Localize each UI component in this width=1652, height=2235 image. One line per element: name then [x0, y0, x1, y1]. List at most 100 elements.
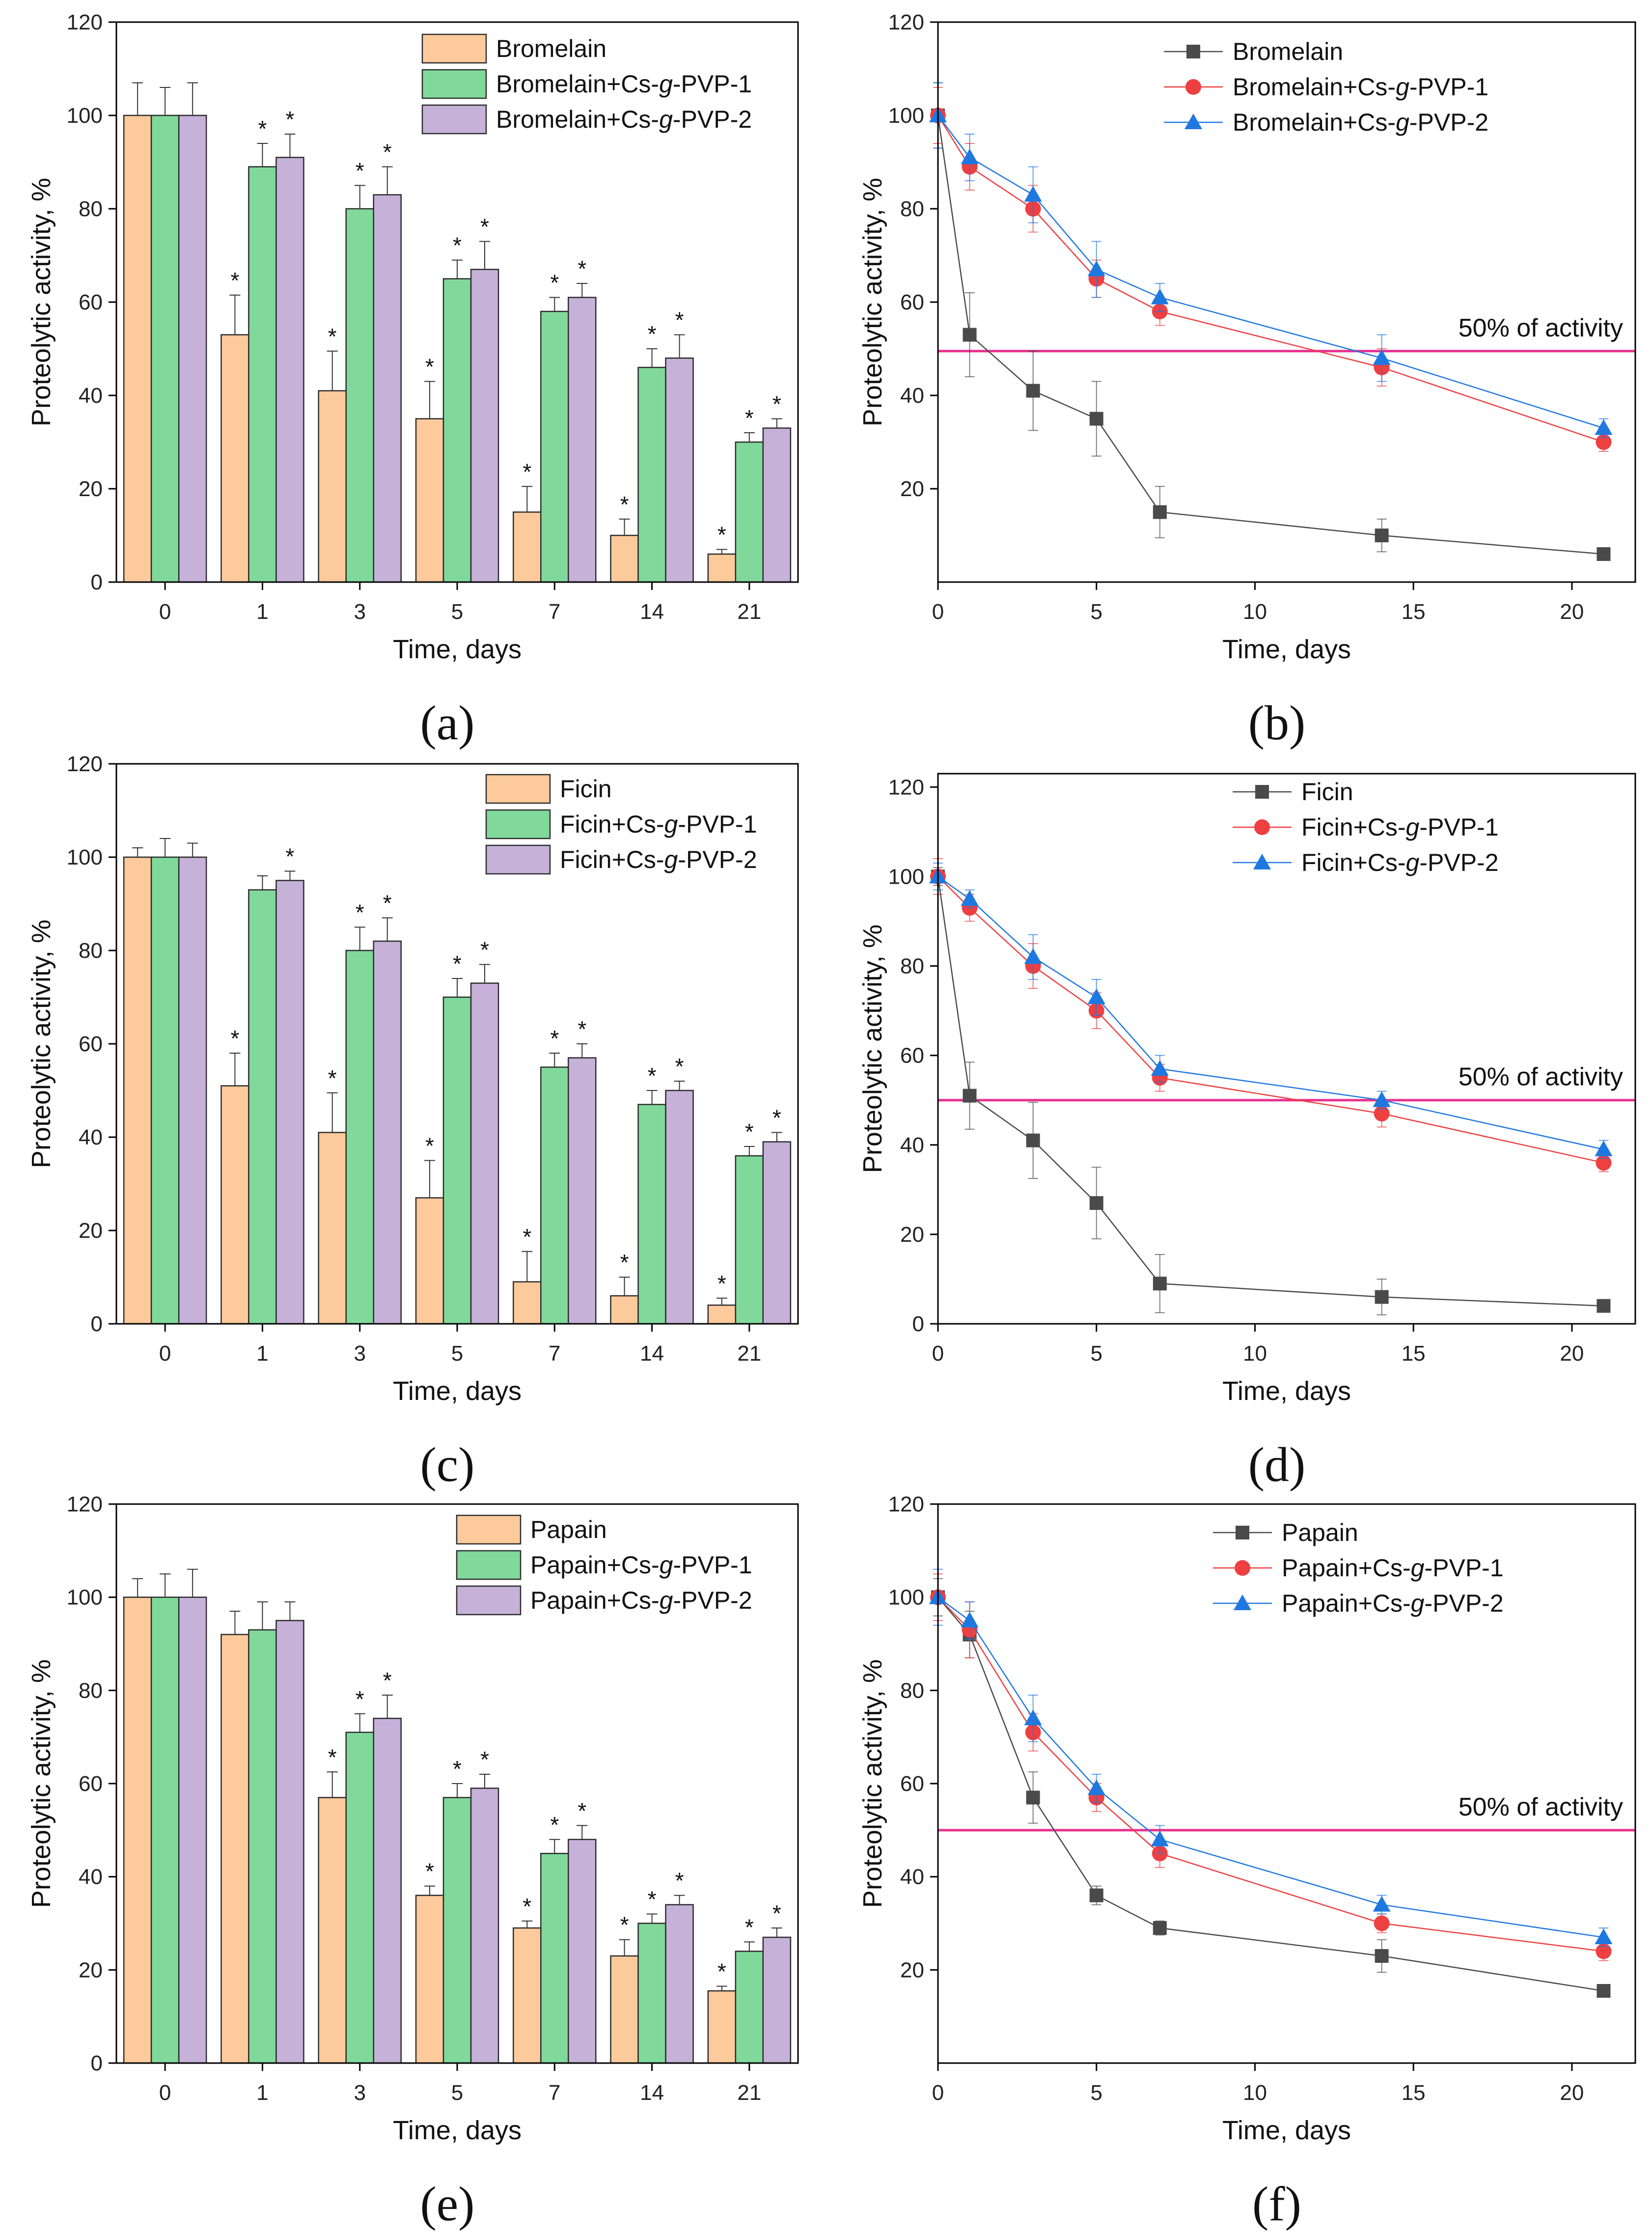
series-line: [937, 1596, 1604, 1938]
x-tick-label: 0: [932, 2081, 944, 2105]
significance-star: *: [717, 522, 726, 548]
y-tick-label: 80: [79, 939, 103, 963]
y-axis-title: Proteolytic activity, %: [27, 920, 56, 1168]
bar: [665, 1904, 694, 2064]
panel-c: 0 20 40 60 80 100 120 0 1 * * 3 * * * 5 * * * 7 * * * 14 * * * 21 * *…: [27, 752, 799, 1492]
bar: [345, 950, 374, 1325]
data-point: [1089, 412, 1103, 426]
bar: [275, 157, 304, 583]
bar: [345, 208, 374, 583]
plot-frame: [937, 21, 1636, 583]
threshold-label: 50% of activity: [1459, 314, 1623, 342]
series-line: [937, 1596, 1604, 1952]
data-point: [1151, 1830, 1169, 1846]
significance-star: *: [383, 891, 392, 916]
significance-star: *: [425, 1859, 434, 1884]
y-tick-label: 100: [67, 1586, 103, 1610]
panel-label: (f): [1252, 2177, 1301, 2231]
significance-star: *: [480, 214, 489, 240]
data-point: [1374, 1106, 1390, 1122]
significance-star: *: [230, 1026, 239, 1051]
legend-label: Bromelain+Cs-g-PVP-1: [496, 70, 752, 98]
y-tick-label: 120: [67, 10, 103, 34]
y-tick-label: 120: [67, 752, 103, 776]
data-point: [1595, 419, 1613, 435]
significance-star: *: [648, 1063, 657, 1089]
significance-star: *: [383, 140, 392, 165]
threshold-label: 50% of activity: [1459, 1063, 1623, 1091]
significance-star: *: [453, 1756, 462, 1782]
panel-f: 20 40 60 80 100 120 0 5 10 15 20 50% of activity Tim…: [858, 1492, 1636, 2231]
bar: [442, 1797, 472, 2064]
bar: [568, 1839, 597, 2064]
y-tick-label: 60: [900, 290, 924, 314]
bar: [442, 278, 472, 583]
bar: [707, 1304, 737, 1325]
y-tick-label: 80: [900, 1678, 924, 1703]
bar: [762, 1141, 792, 1325]
legend-label: Papain+Cs-g-PVP-1: [1282, 1554, 1504, 1582]
significance-star: *: [230, 268, 239, 293]
data-point: [1087, 988, 1105, 1005]
panel-label: (c): [420, 1437, 475, 1492]
panel-label: (a): [420, 696, 475, 750]
bar: [150, 1596, 180, 2064]
x-tick-label: 21: [737, 2081, 761, 2105]
panel-a: 0 20 40 60 80 100 120 0 1 * * * 3 * * * 5 * * * 7 * * * 14 * * * 21 *…: [27, 10, 799, 750]
x-tick-label: 15: [1402, 1341, 1426, 1366]
plot-frame: [115, 1503, 799, 2064]
bar: [735, 1155, 764, 1325]
bar: [248, 1629, 277, 2064]
legend-label: Bromelain+Cs-g-PVP-2: [1233, 109, 1488, 136]
significance-star: *: [328, 324, 337, 349]
legend-swatch: [456, 1550, 522, 1580]
bar: [150, 114, 180, 583]
y-tick-label: 100: [888, 865, 924, 889]
x-tick-label: 20: [1560, 1341, 1584, 1366]
significance-star: *: [578, 1798, 586, 1823]
bar: [762, 427, 792, 583]
x-tick-label: 5: [451, 1341, 463, 1366]
significance-star: *: [523, 1224, 531, 1250]
plot-frame: [115, 763, 799, 1325]
data-point: [1596, 1943, 1612, 1959]
data-point: [1253, 854, 1271, 869]
significance-star: *: [356, 158, 364, 184]
bar: [373, 1717, 402, 2064]
y-tick-label: 0: [91, 1312, 103, 1336]
data-point: [1596, 1155, 1612, 1171]
threshold-label: 50% of activity: [1459, 1793, 1623, 1821]
legend-swatch: [456, 1514, 522, 1545]
bar: [123, 1596, 152, 2064]
bar: [610, 1295, 639, 1325]
y-axis-title: Proteolytic activity, %: [27, 178, 56, 426]
y-tick-label: 100: [888, 104, 924, 128]
significance-star: *: [620, 492, 629, 517]
x-tick-label: 1: [256, 600, 268, 624]
y-tick-label: 60: [79, 1772, 103, 1796]
legend-swatch: [456, 1585, 522, 1616]
data-point: [961, 890, 979, 906]
significance-star: *: [745, 1914, 754, 1940]
x-tick-label: 3: [354, 600, 365, 624]
bar: [470, 1788, 499, 2064]
x-tick-label: 0: [159, 1341, 171, 1366]
legend-label: Papain+Cs-g-PVP-2: [1282, 1590, 1504, 1617]
legend-label: Papain+Cs-g-PVP-1: [530, 1551, 752, 1579]
data-point: [1374, 1915, 1390, 1931]
significance-star: *: [772, 1900, 781, 1926]
legend-label: Ficin: [1301, 778, 1353, 806]
data-point: [1373, 349, 1391, 365]
x-tick-label: 14: [640, 2081, 664, 2105]
significance-star: *: [620, 1250, 629, 1275]
x-tick-label: 3: [354, 2081, 365, 2105]
significance-star: *: [453, 233, 462, 258]
bar: [470, 982, 499, 1325]
bar: [735, 441, 764, 583]
data-point: [1026, 1790, 1040, 1805]
y-tick-label: 80: [79, 1678, 103, 1703]
y-tick-label: 20: [79, 1219, 103, 1243]
significance-star: *: [648, 321, 657, 347]
bar: [373, 194, 402, 583]
